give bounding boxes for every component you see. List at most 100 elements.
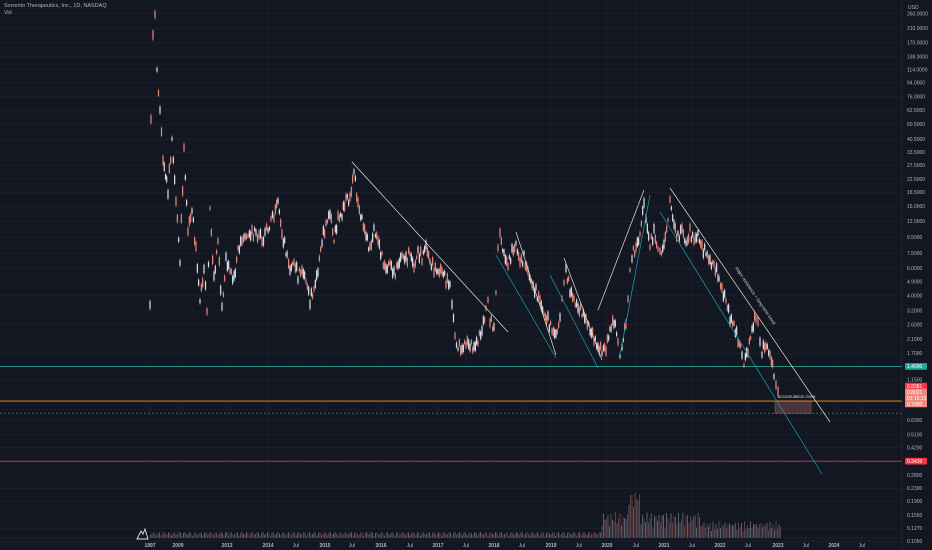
candle-body: [448, 280, 450, 290]
candle-body: [766, 344, 768, 349]
volume-bar: [490, 532, 492, 538]
candle-body: [468, 339, 470, 349]
candle-body: [606, 334, 608, 343]
volume-bar: [369, 534, 370, 538]
volume-bar: [765, 525, 766, 538]
volume-bar: [769, 521, 771, 538]
candle-body: [729, 316, 731, 326]
candle-body: [722, 292, 724, 302]
candle-body: [686, 236, 688, 245]
long-term-channel-lower[interactable]: [659, 211, 823, 475]
candle-body: [700, 240, 702, 248]
candle-body: [433, 267, 435, 277]
volume-bar: [288, 532, 289, 538]
uptrend-lower-2020[interactable]: [619, 194, 651, 356]
volume-bar: [738, 522, 739, 538]
volume-indicator-label[interactable]: Vol: [4, 10, 12, 16]
price-tag-label: 0.7000: [907, 402, 923, 408]
candle-body: [597, 342, 599, 352]
candle-body: [452, 314, 455, 322]
candle-body: [301, 265, 303, 275]
price-axis[interactable]: 260.0000 210.0000 170.0000 138.0000 114.0000…: [901, 0, 928, 550]
candle-body: [421, 258, 423, 265]
candle-body: [487, 296, 489, 303]
candle-body: [680, 225, 682, 234]
volume-bar: [612, 519, 613, 538]
candle-body: [366, 234, 368, 241]
volume-bar: [714, 529, 715, 538]
uptrend-upper-2020[interactable]: [597, 189, 645, 311]
volume-bar: [541, 532, 543, 538]
volume-bar: [649, 518, 651, 538]
volume-bar: [628, 504, 630, 538]
volume-bar: [546, 533, 547, 538]
candle-body: [527, 266, 529, 276]
candle-body: [660, 251, 662, 256]
candle-body: [725, 298, 727, 304]
candle-body: [528, 274, 530, 281]
candle-body: [670, 206, 672, 210]
candle-body: [199, 299, 201, 304]
volume-bar: [511, 532, 513, 538]
volume-bar: [204, 532, 205, 538]
volume-bar: [186, 534, 187, 538]
time-axis[interactable]: 1997 2009 2013 2014 Jul 2015 Jul 2016 Jul 2017 Jul…: [0, 537, 902, 549]
volume-bar: [610, 513, 612, 538]
channel-lower-2018[interactable]: [495, 254, 557, 359]
candle-body: [356, 193, 358, 202]
volume-bar: [711, 531, 712, 538]
volume-bar: [757, 527, 759, 538]
candle-body: [458, 339, 460, 346]
volume-bar: [619, 513, 621, 538]
annotation-accumulation-zone[interactable]: accumulation zone: [778, 394, 816, 399]
candle-body: [357, 197, 359, 207]
volume-bar: [726, 527, 727, 538]
candle-body: [252, 234, 254, 241]
candle-body: [547, 311, 549, 321]
candle-body: [298, 267, 300, 272]
tradingview-logo-icon[interactable]: [136, 528, 150, 540]
volume-bar: [172, 533, 174, 538]
candle-body: [515, 241, 517, 246]
candle-body: [566, 278, 568, 284]
candle-body: [499, 228, 501, 238]
volume-bar: [693, 516, 694, 538]
candle-body: [288, 259, 290, 268]
volume-bar: [754, 524, 756, 538]
channel-upper-2018[interactable]: [515, 231, 557, 356]
volume-bar: [501, 532, 502, 538]
volume-bar: [499, 532, 501, 538]
candle-body: [572, 293, 574, 302]
channel-upper-2019[interactable]: [563, 257, 603, 361]
volume-bar: [220, 532, 222, 538]
candle-body: [481, 326, 483, 336]
volume-bar: [736, 529, 738, 538]
candle-body: [563, 280, 565, 286]
major-resistance-line[interactable]: [669, 187, 831, 423]
channel-lower-2019[interactable]: [549, 274, 599, 369]
candle-body: [336, 225, 338, 234]
volume-bar: [484, 532, 486, 538]
volume-bar: [378, 534, 379, 538]
candle-body: [281, 229, 283, 239]
volume-bar: [318, 532, 319, 538]
candle-body: [576, 299, 578, 307]
candle-body: [469, 344, 471, 352]
volume-bar: [310, 534, 312, 538]
y-tick-label: 33.5000: [907, 150, 925, 156]
volume-bar: [406, 532, 408, 538]
candle-body: [573, 295, 575, 302]
candle-body: [495, 290, 497, 295]
x-tick-label: 2022: [714, 543, 725, 549]
candle-body: [688, 234, 690, 244]
downtrend-line-2015[interactable]: [351, 161, 509, 333]
volume-bar: [379, 534, 381, 538]
volume-bar: [601, 525, 603, 538]
candle-body: [480, 331, 482, 340]
volume-bar: [663, 515, 664, 538]
volume-bar: [735, 522, 736, 538]
candle-body: [224, 275, 226, 281]
candle-body: [548, 324, 550, 332]
volume-bar: [250, 532, 252, 538]
